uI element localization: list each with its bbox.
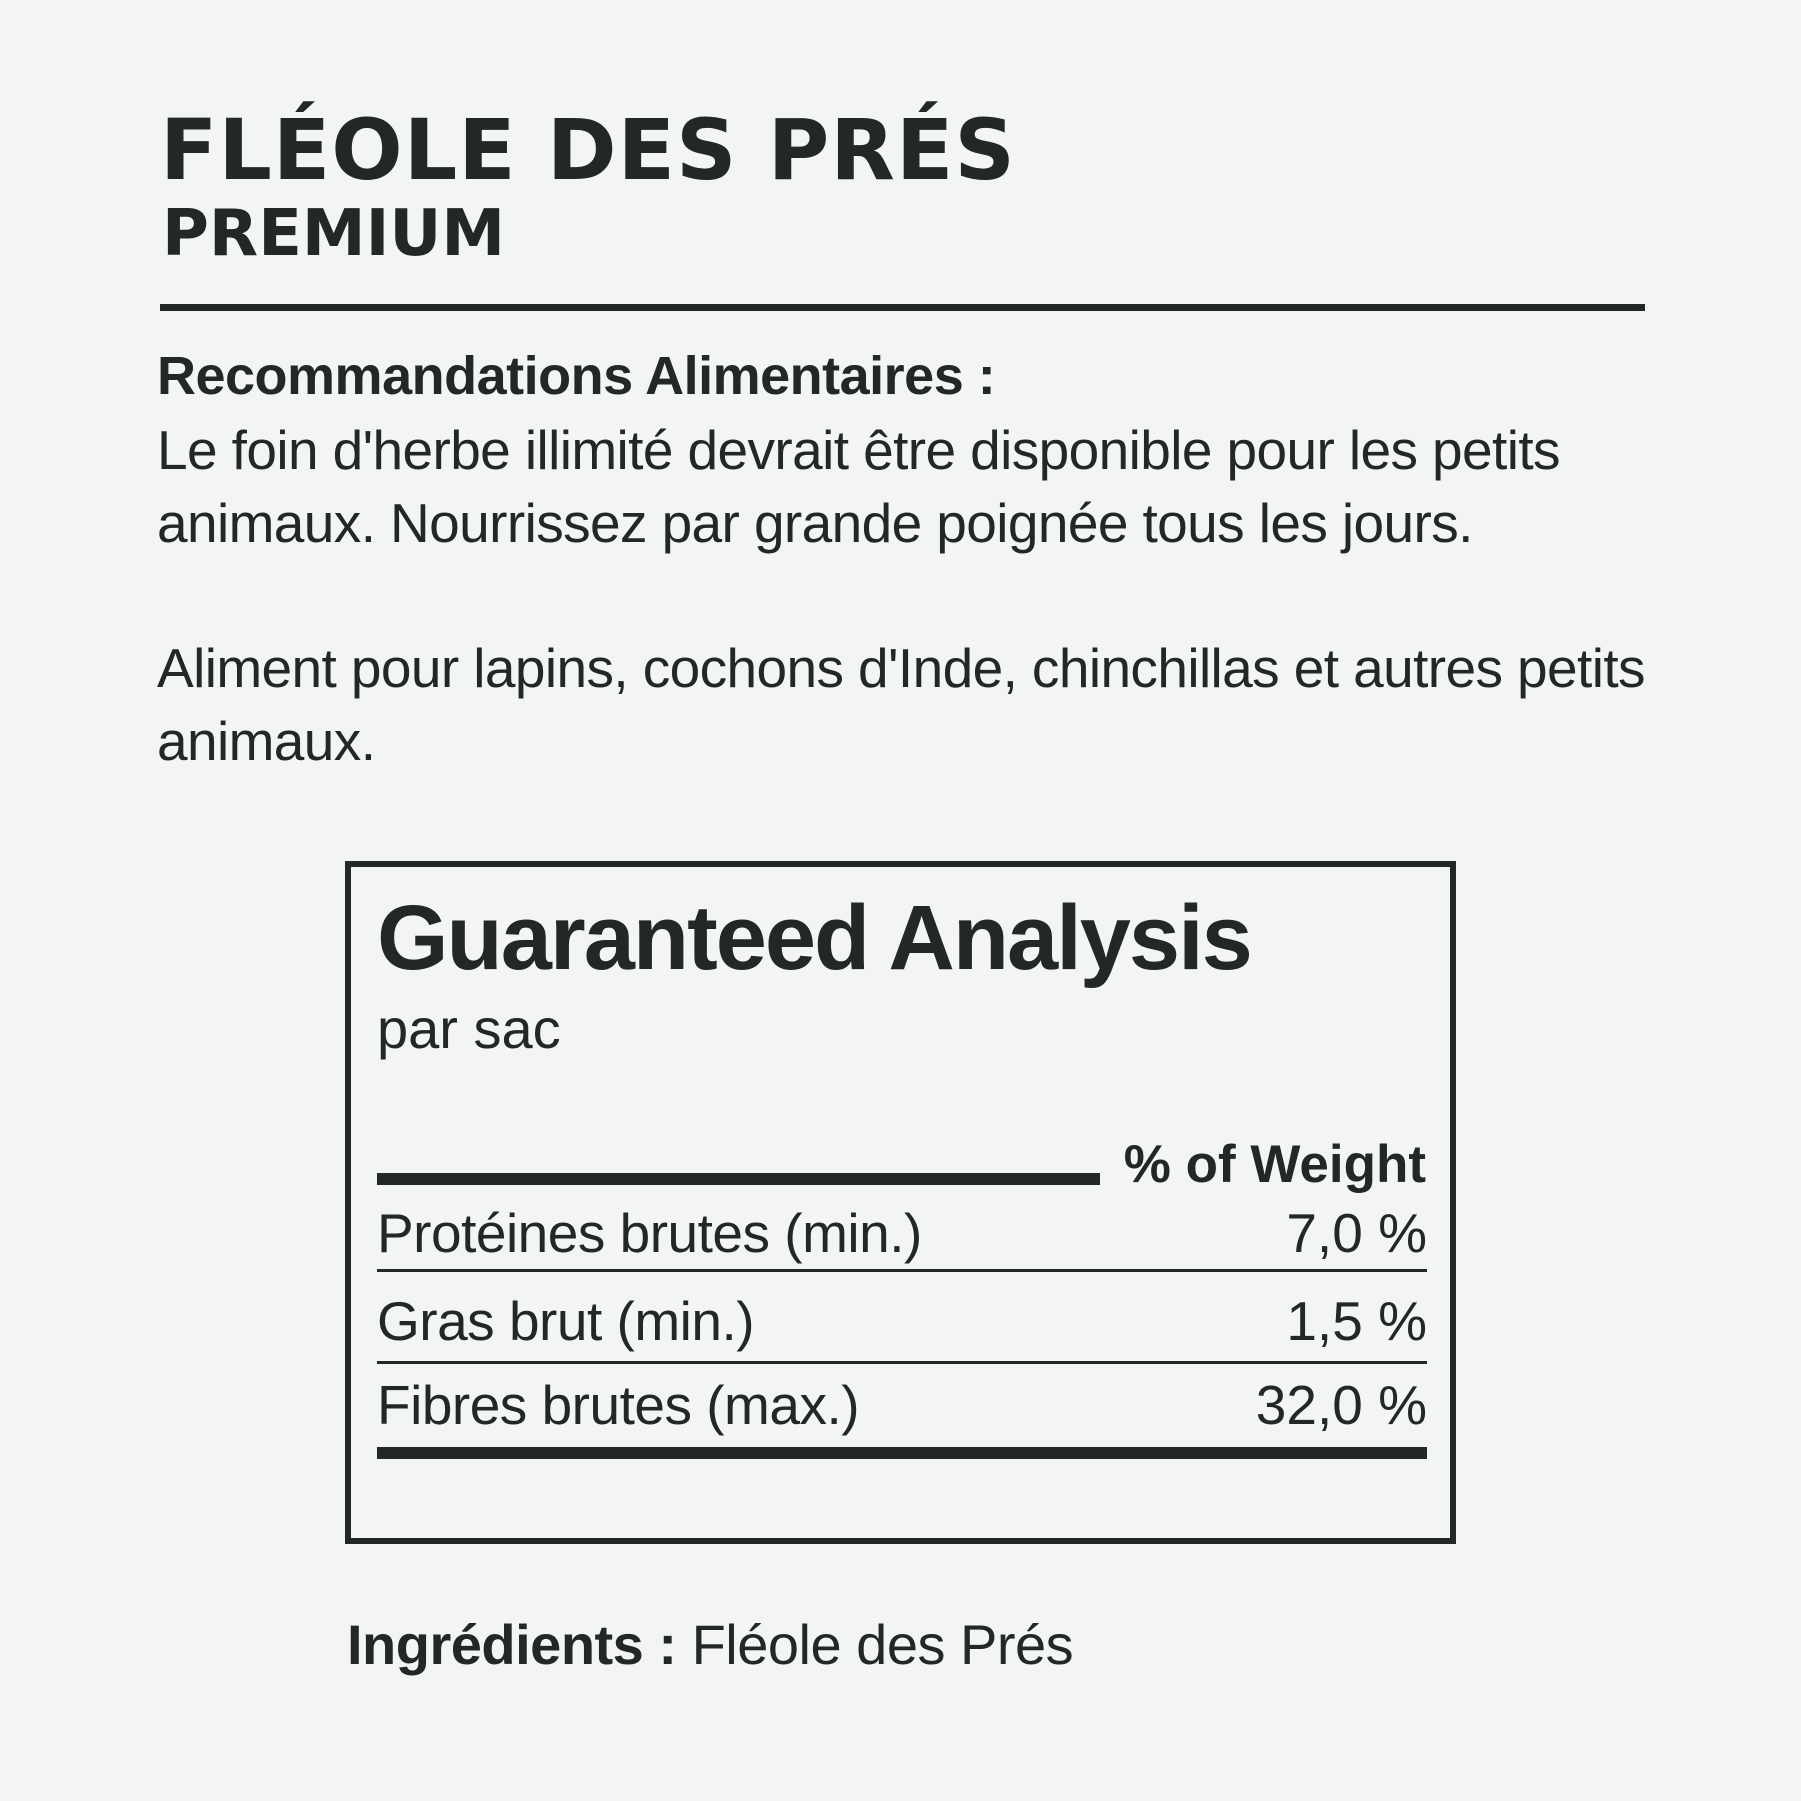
analysis-row-value: 7,0 % bbox=[1286, 1202, 1427, 1264]
analysis-row-label: Fibres brutes (max.) bbox=[377, 1374, 860, 1436]
product-subtitle: PREMIUM bbox=[162, 197, 506, 271]
ingredients-value: Fléole des Prés bbox=[691, 1613, 1074, 1676]
analysis-row-label: Protéines brutes (min.) bbox=[377, 1202, 922, 1264]
guaranteed-analysis-box bbox=[345, 861, 1456, 1544]
analysis-header-rule bbox=[377, 1173, 1100, 1185]
analysis-row-label: Gras brut (min.) bbox=[377, 1290, 755, 1352]
analysis-title: Guaranteed Analysis bbox=[377, 887, 1253, 989]
header-divider bbox=[160, 304, 1645, 311]
row-divider bbox=[377, 1361, 1427, 1364]
recommendations-text: Le foin d'herbe illimité devrait être di… bbox=[157, 419, 1561, 554]
ingredients-label: Ingrédients : bbox=[347, 1613, 677, 1676]
analysis-bottom-rule bbox=[377, 1447, 1427, 1459]
row-divider bbox=[377, 1269, 1427, 1272]
analysis-row-value: 32,0 % bbox=[1255, 1374, 1427, 1436]
recommendations-heading: Recommandations Alimentaires : bbox=[157, 346, 996, 406]
product-title: FLÉOLE DES PRÉS bbox=[160, 101, 1016, 199]
weight-column-header: % of Weight bbox=[1123, 1135, 1426, 1194]
audience-text: Aliment pour lapins, cochons d'Inde, chi… bbox=[157, 637, 1646, 772]
ingredients-line: Ingrédients : Fléole des Prés bbox=[347, 1611, 1074, 1678]
analysis-subtitle: par sac bbox=[377, 997, 561, 1060]
analysis-row-value: 1,5 % bbox=[1286, 1290, 1427, 1352]
